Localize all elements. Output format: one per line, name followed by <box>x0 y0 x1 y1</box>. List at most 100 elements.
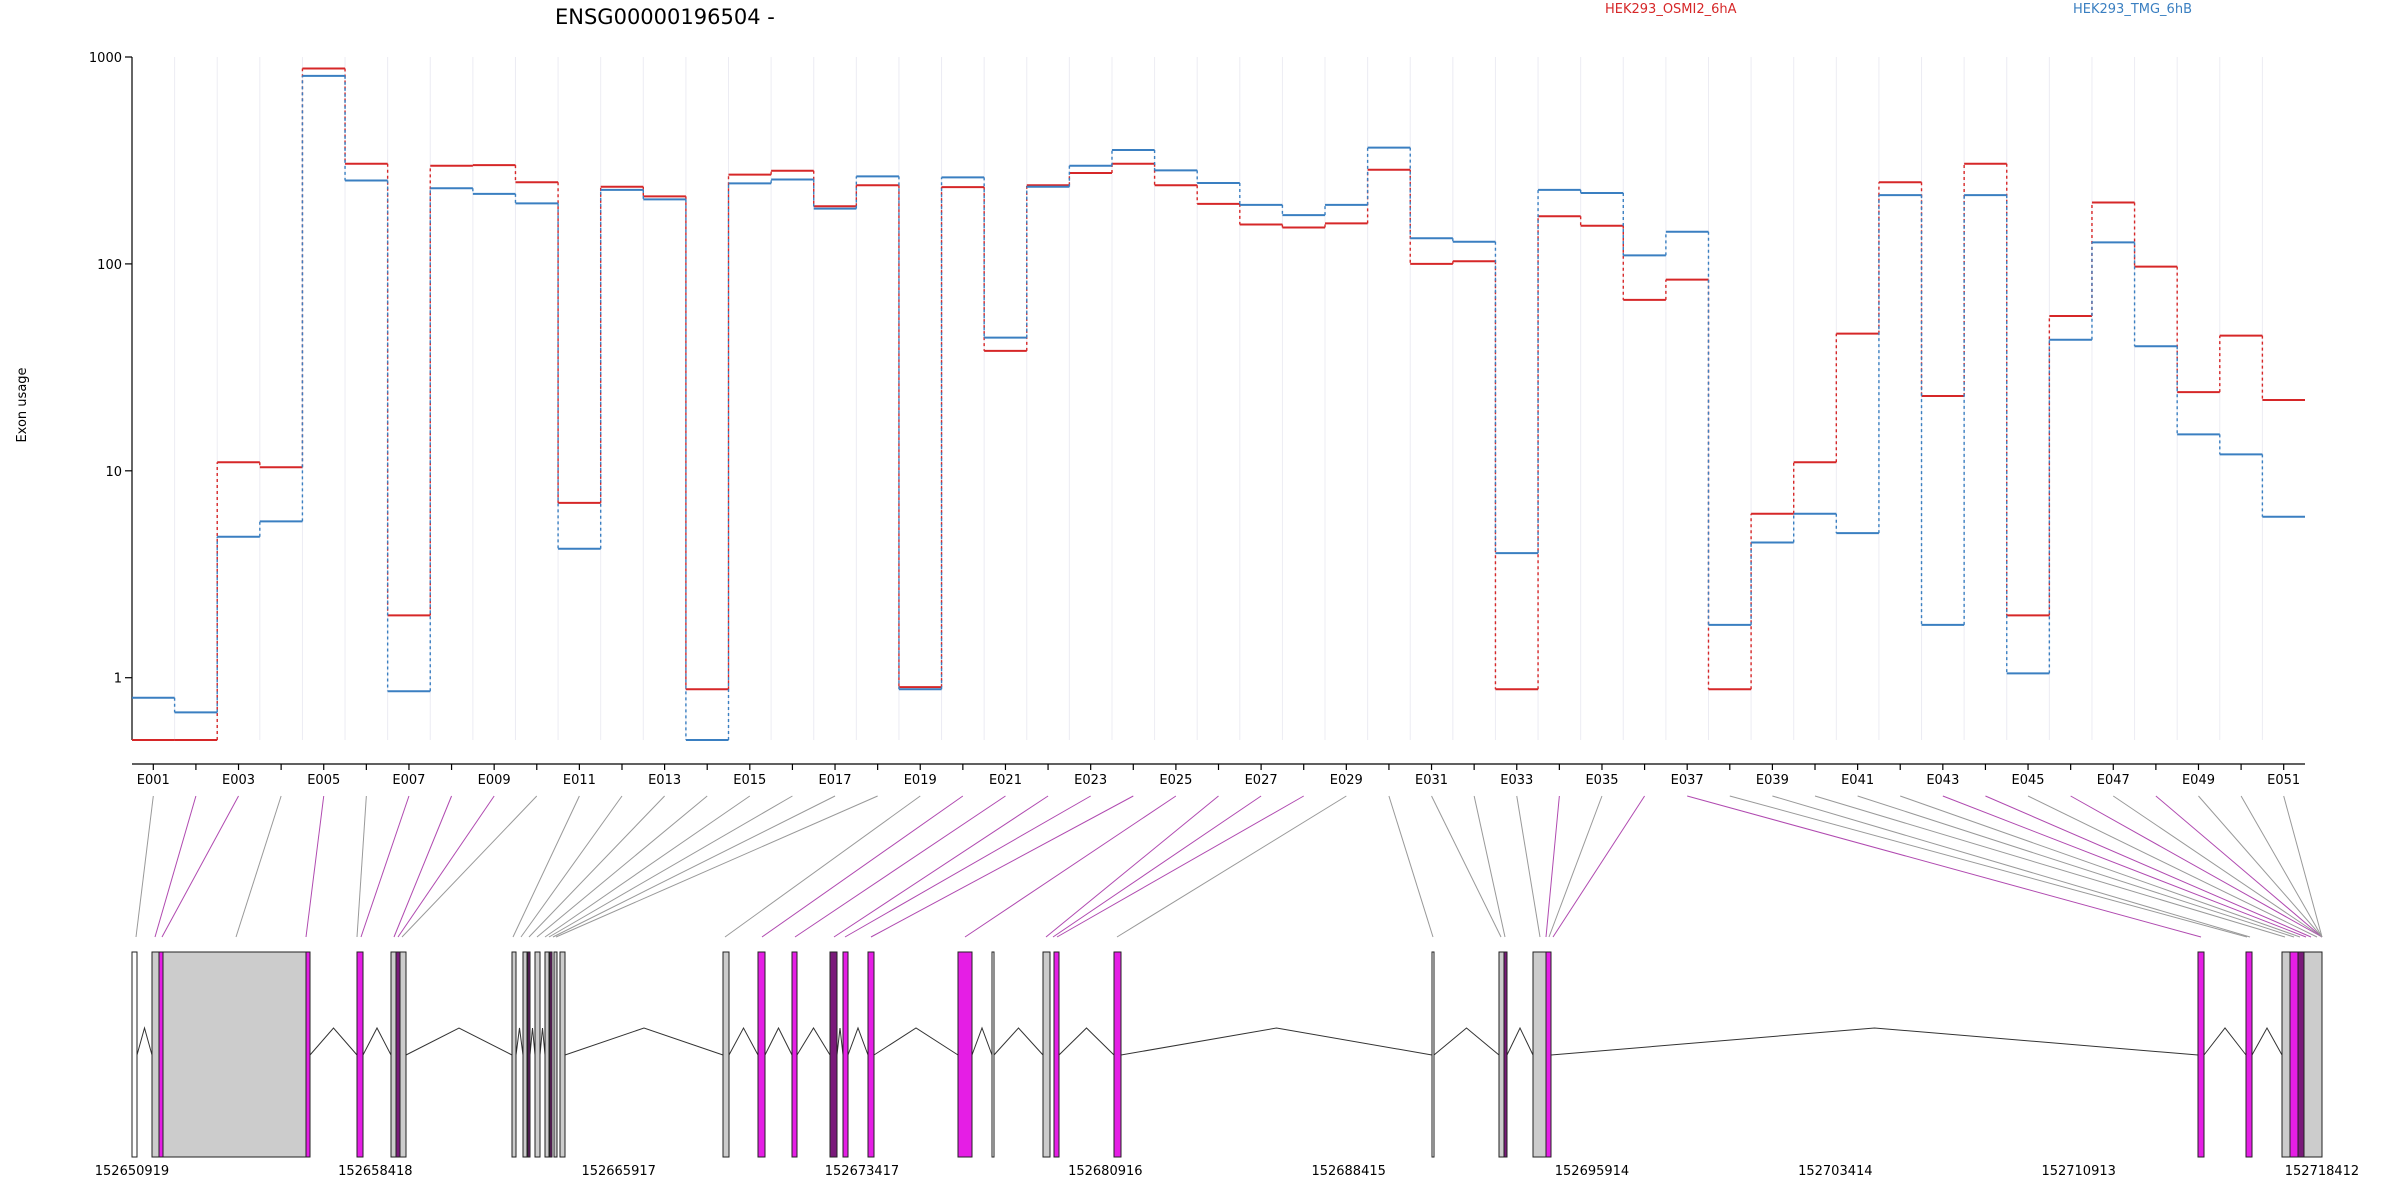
exon-connector <box>393 795 453 938</box>
coordinate-label: 152710913 <box>2041 1164 2115 1179</box>
intron-line <box>362 1026 392 1056</box>
x-tick-label: E003 <box>222 773 255 788</box>
exon-box <box>522 951 528 1158</box>
exon-box <box>1431 951 1435 1158</box>
coordinate-label: 152658418 <box>338 1164 412 1179</box>
exon-box <box>1532 951 1547 1158</box>
series-HEK293_TMG_6hB <box>132 74 2305 741</box>
exon-box <box>2303 951 2323 1158</box>
exon-box <box>842 951 849 1158</box>
exon-connector <box>2070 795 2323 938</box>
exon-connector <box>2027 795 2318 938</box>
exon-connector <box>536 795 708 938</box>
exon-connector <box>1431 795 1502 938</box>
x-tick-label: E043 <box>1926 773 1959 788</box>
intron-line <box>1550 1027 2199 1056</box>
exon-box <box>2245 951 2253 1158</box>
intron-line <box>971 1026 993 1056</box>
x-tick-label: E027 <box>1245 773 1278 788</box>
exon-box <box>829 951 838 1158</box>
x-tick-label: E047 <box>2097 773 2130 788</box>
exon-box <box>395 951 401 1158</box>
y-tick-label: 100 <box>97 258 122 273</box>
intron-line <box>2251 1026 2283 1056</box>
exon-connector <box>1388 795 1434 938</box>
exon-connector <box>1857 795 2295 938</box>
exon-connector <box>1942 795 2307 938</box>
exon-connector <box>1729 795 2248 938</box>
exon-connector <box>1985 795 2312 938</box>
exon-connector <box>397 795 495 938</box>
intron-line <box>564 1027 724 1056</box>
exon-connector <box>528 795 665 938</box>
exon-connector <box>1045 795 1219 938</box>
x-tick-label: E019 <box>904 773 937 788</box>
exon-connector <box>1900 795 2301 938</box>
exon-connector <box>794 795 1006 938</box>
exon-box <box>957 951 973 1158</box>
exon-box <box>158 951 164 1158</box>
intron-line <box>847 1026 869 1056</box>
intron-line <box>836 1027 844 1056</box>
exon-connector <box>870 795 1134 938</box>
exon-box <box>2289 951 2299 1158</box>
exon-box <box>791 951 798 1158</box>
intron-line <box>873 1027 959 1056</box>
exon-connector <box>1548 795 1603 938</box>
exon-box <box>2297 951 2305 1158</box>
exon-connector <box>360 795 410 938</box>
exon-box <box>162 951 307 1158</box>
y-axis-label: Exon usage <box>15 367 30 442</box>
intron-line <box>405 1027 513 1056</box>
exon-connector <box>1552 795 1645 938</box>
exon-connector <box>552 795 836 938</box>
gene-model <box>131 951 2323 1158</box>
exon-connector <box>356 795 367 938</box>
exon-connector <box>2112 795 2323 938</box>
intron-line <box>136 1026 153 1056</box>
exon-connector <box>135 795 154 938</box>
intron-line <box>1506 1026 1534 1056</box>
coordinate-label: 152688415 <box>1311 1164 1385 1179</box>
exon-box <box>991 951 995 1158</box>
exon-box <box>559 951 566 1158</box>
exon-connector <box>1814 795 2286 938</box>
x-tick-label: E033 <box>1500 773 1533 788</box>
exon-connector <box>2198 795 2323 938</box>
exon-box <box>356 951 364 1158</box>
coordinate-label: 152665917 <box>581 1164 655 1179</box>
coordinate-label: 152718412 <box>2285 1164 2359 1179</box>
exon-connector <box>512 795 580 938</box>
exon-connector <box>555 795 878 938</box>
y-tick-label: 1 <box>114 672 122 687</box>
x-tick-label: E013 <box>648 773 681 788</box>
exon-connector <box>761 795 964 938</box>
exon-connector <box>1687 795 2202 938</box>
exon-connector <box>161 795 239 938</box>
exon-connector <box>2240 795 2323 938</box>
x-tick-label: E035 <box>1585 773 1618 788</box>
exon-connector <box>1056 795 1304 938</box>
x-tick-label: E051 <box>2267 773 2300 788</box>
exon-connector <box>964 795 1177 938</box>
coordinate-label: 152703414 <box>1798 1164 1872 1179</box>
exon-box <box>131 951 138 1158</box>
x-tick-label: E017 <box>819 773 852 788</box>
intron-line <box>764 1026 793 1056</box>
exon-connector <box>544 795 751 938</box>
exon-box <box>511 951 517 1158</box>
exon-connector <box>724 795 921 938</box>
exon-box <box>1053 951 1060 1158</box>
exon-connector <box>154 795 197 938</box>
exon-connector <box>401 795 538 938</box>
exon-box <box>1545 951 1552 1158</box>
x-tick-label: E029 <box>1330 773 1363 788</box>
exon-connector <box>2283 795 2323 938</box>
exon-connector <box>2155 795 2323 938</box>
intron-line <box>796 1027 831 1056</box>
exon-box <box>2281 951 2291 1158</box>
intron-line <box>539 1027 546 1056</box>
exon-box <box>722 951 730 1158</box>
y-tick-label: 10 <box>105 465 122 480</box>
